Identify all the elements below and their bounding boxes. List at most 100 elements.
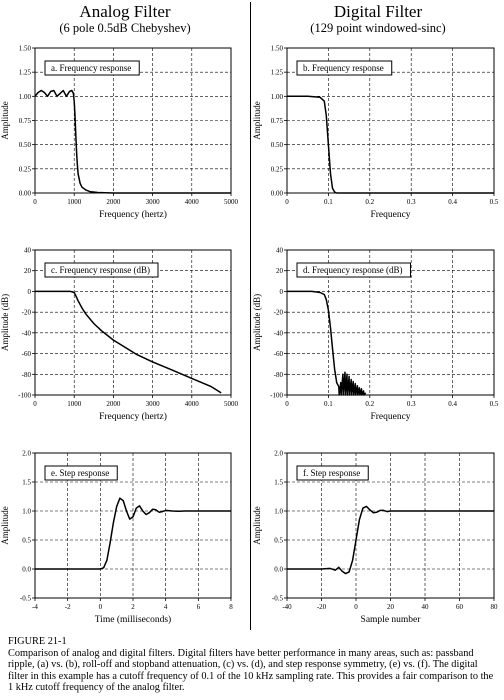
y-tick-label: 0.0 [274,566,283,574]
y-tick-label: 0.0 [22,566,31,574]
y-tick-label: -40 [22,329,32,337]
x-tick-label: 0 [285,400,289,408]
y-tick-label: 20 [24,267,32,275]
digital-subtitle: (129 point windowed-sinc) [310,21,446,35]
plot-frame [34,452,232,599]
y-tick-label: 40 [24,247,32,255]
y-tick-label: -20 [22,309,32,317]
plot-frame [286,249,495,396]
y-axis-label: Amplitude (dB) [0,294,10,351]
x-tick-label: 0.4 [448,400,457,408]
x-axis-label: Frequency [370,412,410,422]
y-axis-label: Amplitude [0,101,10,140]
y-tick-label: 1.50 [19,45,32,53]
x-tick-label: 0.3 [407,198,416,206]
chart-a: 0 1000 2000 3000 4000 5000 0.00 0.25 0.50 0.75 1.0… [0,45,239,221]
chart-title-box [296,465,369,481]
chart-f: -40 -20 0 20 40 60 80 -0.5 0.0 0.5 1.0 1.5 2.0 f. Ste… [252,450,498,626]
digital-title: Digital Filter [333,2,423,21]
y-tick-label: 0.50 [271,141,284,149]
figure-charts: 0 1000 2000 3000 4000 50000.000.250.500.751.0… [0,45,499,626]
x-tick-label: 2 [131,603,135,611]
x-tick-label: 20 [387,603,395,611]
y-tick-label: 0 [280,288,284,296]
x-tick-label: 4000 [185,400,200,408]
chart-b: 0 0.1 0.2 0.3 0.4 0.5 0.00 0.25 0.50 0.75 1.00 1.25… [252,45,499,221]
chart-title-box [44,262,159,278]
x-tick-label: 4 [164,603,168,611]
x-tick-label: 3000 [146,198,161,206]
y-tick-label: 0.25 [19,165,32,173]
series-line [35,497,231,570]
y-tick-label: 1.0 [274,508,283,516]
y-tick-label: -20 [274,309,284,317]
chart-title: a. Frequency response [51,63,131,73]
y-tick-label: 1.5 [22,479,31,487]
x-tick-label: 0.5 [490,400,499,408]
x-tick-label: -4 [32,603,38,611]
x-tick-label: 0.2 [365,198,374,206]
y-axis-label: Amplitude (dB) [252,294,262,351]
y-tick-label: -80 [274,371,284,379]
y-tick-label: 1.50 [271,45,284,53]
series-line [287,505,494,575]
figure-caption: FIGURE 21-1 Comparison of analog and dig… [8,636,498,694]
y-axis-label: Amplitude [252,506,262,545]
x-tick-label: 0 [33,400,37,408]
y-tick-label: -60 [22,350,32,358]
x-tick-label: 0.1 [324,198,333,206]
x-tick-label: 0 [354,603,358,611]
chart-title-box [44,465,118,481]
y-tick-label: 1.25 [19,69,32,77]
y-tick-label: 1.25 [271,69,284,77]
x-axis-label: Frequency (hertz) [99,209,167,220]
chart-title: e. Step response [51,468,109,478]
chart-title: c. Frequency response (dB) [51,265,150,275]
x-tick-label: 80 [491,603,499,611]
y-tick-label: 0.00 [271,190,284,198]
column-divider [250,2,251,630]
y-axis-label: Amplitude [0,506,10,545]
chart-title: f. Step response [303,468,360,478]
x-tick-label: 1000 [67,198,82,206]
analog-column-title: Analog Filter (6 pole 0.5dB Chebyshev) [5,2,245,36]
chart-title: d. Frequency response (dB) [303,265,402,275]
x-tick-label: 8 [229,603,233,611]
x-tick-label: 5000 [224,400,239,408]
series-line [35,290,222,394]
plot-frame [34,249,232,396]
series-line [287,290,367,396]
x-tick-label: 0 [285,198,289,206]
y-tick-label: 1.00 [271,93,284,101]
y-tick-label: 0.00 [19,190,32,198]
x-axis-label: Time (milliseconds) [95,614,171,625]
y-tick-label: 40 [276,247,284,255]
figure-label: FIGURE 21-1 [8,636,67,647]
caption-text: Comparison of analog and digital filters… [8,647,494,694]
x-tick-label: 0.1 [324,400,333,408]
x-tick-label: 0.4 [448,198,457,206]
x-axis-label: Sample number [361,615,422,625]
x-tick-label: 0 [33,198,37,206]
x-tick-label: 40 [422,603,430,611]
y-tick-label: -40 [274,329,284,337]
y-tick-label: -100 [270,392,283,400]
x-tick-label: 2000 [106,400,121,408]
y-tick-label: -80 [22,371,32,379]
y-tick-label: 0.75 [19,117,32,125]
x-tick-label: -20 [317,603,327,611]
y-tick-label: -0.5 [20,595,32,603]
x-tick-label: -2 [65,603,71,611]
chart-title: b. Frequency response [303,63,384,73]
y-tick-label: 2.0 [22,450,31,458]
x-tick-label: 1000 [67,400,82,408]
y-tick-label: 2.0 [274,450,283,458]
x-tick-label: 5000 [224,198,239,206]
y-tick-label: 0.50 [19,141,32,149]
series-line [34,89,231,194]
x-tick-label: 0.3 [407,400,416,408]
x-tick-label: 3000 [146,400,161,408]
x-tick-label: 2000 [106,198,121,206]
plot-frame [286,452,495,599]
y-tick-label: 0.75 [271,117,284,125]
